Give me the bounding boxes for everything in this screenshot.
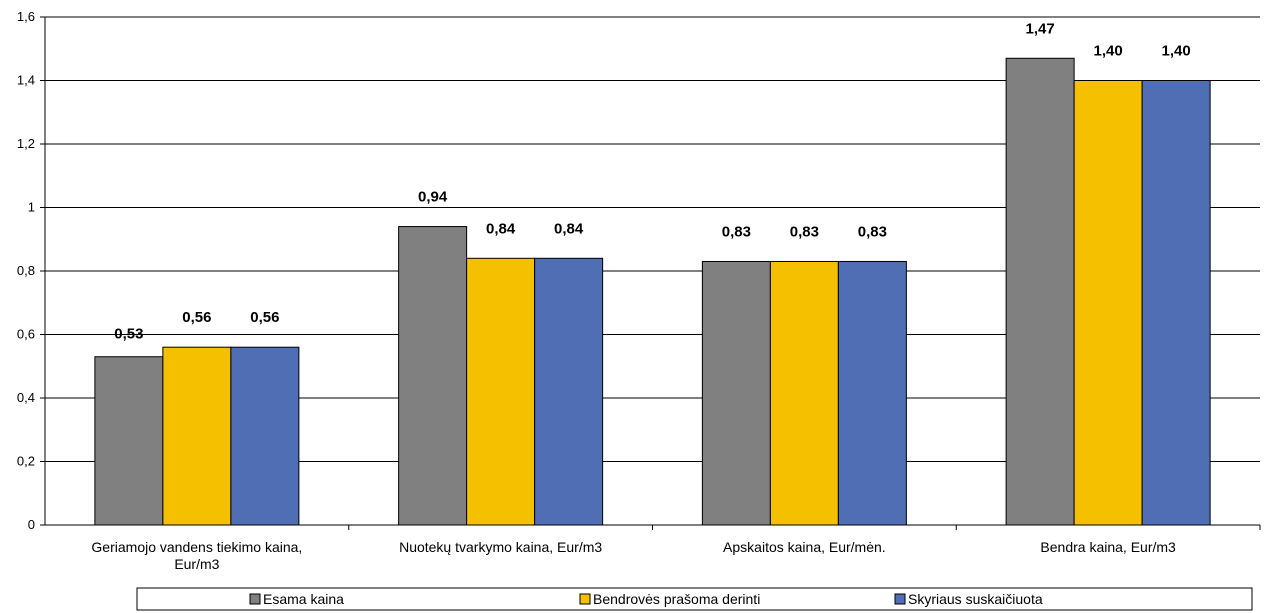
legend-box (136, 587, 1253, 611)
data-label: 0,83 (722, 223, 751, 240)
bar (398, 226, 468, 526)
y-tick-label: 0,6 (17, 327, 35, 342)
bar (1141, 80, 1211, 526)
legend-swatch (579, 593, 591, 605)
bar (94, 356, 164, 526)
bar (534, 257, 604, 526)
bar (466, 257, 536, 526)
y-tick-label: 1,4 (17, 73, 35, 88)
data-label: 0,56 (182, 309, 211, 326)
x-category-label: Bendra kaina, Eur/m3 (1040, 539, 1176, 555)
data-label: 0,84 (486, 220, 516, 237)
y-tick-label: 0,8 (17, 263, 35, 278)
bar (162, 346, 232, 526)
data-label: 1,47 (1026, 20, 1055, 37)
bars (94, 57, 1211, 526)
bar (769, 260, 839, 526)
data-label: 1,40 (1162, 43, 1191, 60)
legend-label: Bendrovės prašoma derinti (593, 591, 760, 607)
y-tick-label: 1 (28, 200, 35, 215)
y-tick-label: 1,6 (17, 9, 35, 24)
legend: Esama kaina Bendrovės prašoma derinti Skyr… (136, 587, 1253, 611)
y-tick-label: 0,2 (17, 454, 35, 469)
legend-label: Esama kaina (263, 591, 344, 607)
x-category-label: Apskaitos kaina, Eur/mėn. (723, 539, 886, 555)
y-tick-label: 1,2 (17, 136, 35, 151)
x-category-label: Geriamojo vandens tiekimo kaina, (91, 539, 302, 555)
bar (1073, 80, 1143, 526)
data-label: 0,94 (418, 189, 448, 206)
x-category-label: Nuotekų tvarkymo kaina, Eur/m3 (399, 539, 602, 555)
legend-swatch (249, 593, 261, 605)
data-label: 0,83 (858, 223, 887, 240)
data-label: 0,53 (114, 326, 143, 343)
y-tick-label: 0 (28, 517, 35, 532)
legend-label: Skyriaus suskaičiuota (908, 591, 1043, 607)
bar (230, 346, 300, 526)
data-label: 0,84 (554, 220, 584, 237)
data-labels: 0,53 0,56 0,56 0,94 0,84 0,84 0,83 0,83 0,83 1,47… (114, 20, 1190, 342)
data-label: 0,83 (790, 223, 819, 240)
data-label: 0,56 (250, 309, 279, 326)
data-label: 1,40 (1094, 43, 1123, 60)
legend-swatch (894, 593, 906, 605)
bar (701, 260, 771, 526)
bar (1005, 57, 1075, 526)
y-tick-label: 0,4 (17, 390, 35, 405)
x-category-label: Eur/m3 (174, 556, 219, 572)
bar (837, 260, 907, 526)
